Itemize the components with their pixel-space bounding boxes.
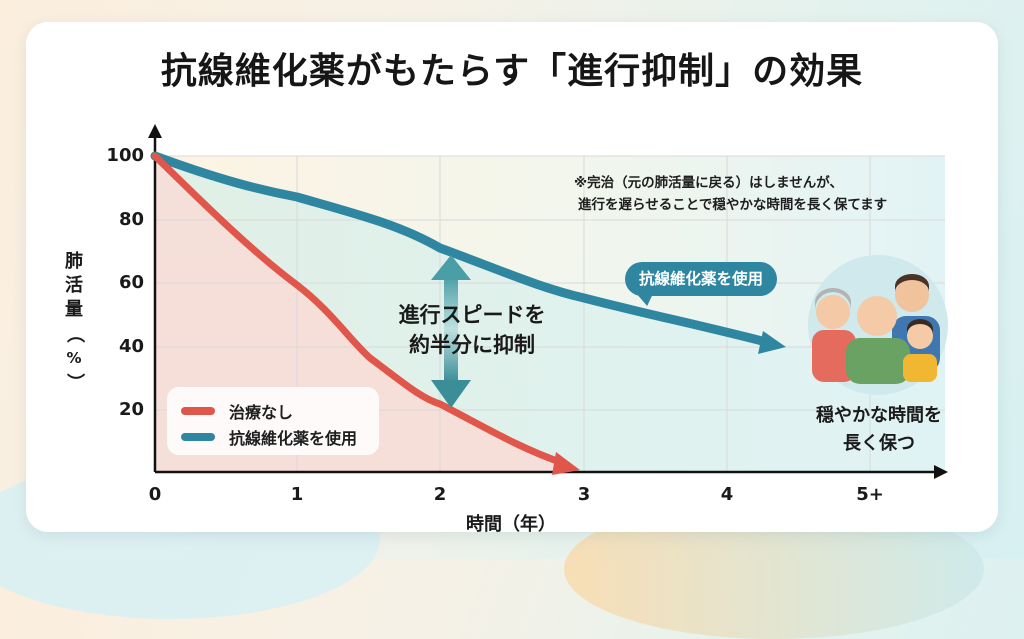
x-tick-4: 4 <box>720 484 734 505</box>
y-tick-20: 20 <box>118 399 144 420</box>
untreated-line <box>151 152 564 466</box>
disclaimer-note: ※完治（元の肺活量に戻る）はしませんが、 進行を遅らせることで穏やかな時間を長く… <box>574 175 888 213</box>
progression-annotation: 進行スピードを 約半分に抑制 <box>398 303 546 357</box>
title-highlight: 「進行抑制」 <box>530 42 752 96</box>
y-tick-60: 60 <box>118 272 144 293</box>
x-tick-2: 2 <box>433 484 447 505</box>
family-caption: 穏やかな時間を 長く保つ <box>816 405 942 454</box>
legend-swatch-red <box>181 407 215 415</box>
legend-swatch-blue <box>181 433 215 441</box>
y-tick-80: 80 <box>118 209 144 230</box>
y-axis-arrow-icon <box>148 124 162 138</box>
title-suffix: の効果 <box>752 51 864 92</box>
untreated-arrowhead-icon <box>552 452 580 475</box>
x-axis-arrow-icon <box>934 465 948 479</box>
title-prefix: 抗線維化薬がもたらす <box>160 51 531 92</box>
y-axis-label: 肺 活 量 （ % ） <box>64 251 85 391</box>
treated-callout-bubble: 抗線維化薬を使用 <box>625 262 778 296</box>
x-tick-0: 0 <box>148 484 162 505</box>
x-tick-5plus: 5+ <box>856 484 884 505</box>
chart-legend: 治療なし 抗線維化薬を使用 <box>167 387 379 455</box>
treated-arrowhead-icon <box>758 331 786 354</box>
treated-line <box>150 151 775 348</box>
y-tick-40: 40 <box>118 336 144 357</box>
family-illustration-icon <box>808 255 948 395</box>
legend-item-treated: 抗線維化薬を使用 <box>181 425 357 449</box>
page-title: 抗線維化薬がもたらす「進行抑制」の効果 <box>0 42 1024 96</box>
x-tick-3: 3 <box>577 484 591 505</box>
line-chart <box>148 124 948 479</box>
y-tick-100: 100 <box>106 145 144 166</box>
legend-item-untreated: 治療なし <box>181 399 293 423</box>
x-axis-label: 時間（年） <box>466 514 556 535</box>
double-arrow-icon <box>431 255 471 408</box>
x-tick-1: 1 <box>290 484 304 505</box>
